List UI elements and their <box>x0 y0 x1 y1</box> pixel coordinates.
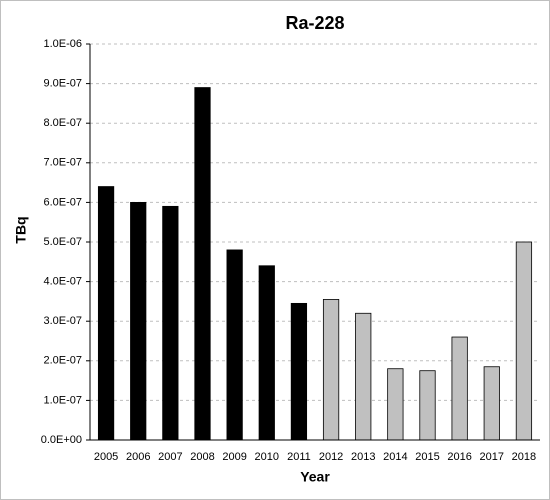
x-tick-label: 2014 <box>383 451 407 463</box>
y-axis-label: TBq <box>13 216 29 243</box>
bar <box>322 299 340 441</box>
y-tick-label: 7.0E-07 <box>43 157 82 169</box>
bar <box>387 368 404 441</box>
x-tick-label: 2006 <box>126 451 150 463</box>
y-tick-label: 3.0E-07 <box>43 315 82 327</box>
y-tick-label: 5.0E-07 <box>43 236 82 248</box>
chart-title: Ra-228 <box>285 13 344 33</box>
bar <box>355 312 372 441</box>
x-tick-label: 2013 <box>351 451 375 463</box>
y-tick-label: 8.0E-07 <box>43 117 82 129</box>
bar <box>451 336 468 441</box>
x-tick-label: 2008 <box>190 451 214 463</box>
x-tick-label: 2009 <box>222 451 246 463</box>
bar <box>515 241 533 441</box>
bar <box>258 265 275 441</box>
x-axis-label: Year <box>300 469 330 485</box>
bar <box>290 302 308 441</box>
y-tick-label: 1.0E-07 <box>43 394 82 406</box>
y-tick-label: 6.0E-07 <box>43 196 82 208</box>
y-tick-label: 1.0E-06 <box>43 38 82 50</box>
y-tick-label: 0.0E+00 <box>41 434 82 446</box>
bar <box>226 249 243 441</box>
bar <box>97 186 115 441</box>
x-tick-label: 2017 <box>480 451 504 463</box>
x-tick-label: 2012 <box>319 451 343 463</box>
x-tick-label: 2011 <box>287 451 311 463</box>
x-tick-label: 2016 <box>447 451 471 463</box>
x-tick-label: 2007 <box>158 451 182 463</box>
bar <box>483 366 500 441</box>
x-tick-label: 2015 <box>415 451 439 463</box>
x-tick-label: 2018 <box>512 451 536 463</box>
y-tick-label: 4.0E-07 <box>43 276 82 288</box>
bar <box>162 205 179 441</box>
bar <box>419 370 436 441</box>
x-tick-label: 2010 <box>255 451 279 463</box>
bar <box>194 87 211 441</box>
bar <box>130 201 147 441</box>
y-tick-label: 9.0E-07 <box>43 78 82 90</box>
y-tick-label: 2.0E-07 <box>43 355 82 367</box>
x-tick-label: 2005 <box>94 451 118 463</box>
